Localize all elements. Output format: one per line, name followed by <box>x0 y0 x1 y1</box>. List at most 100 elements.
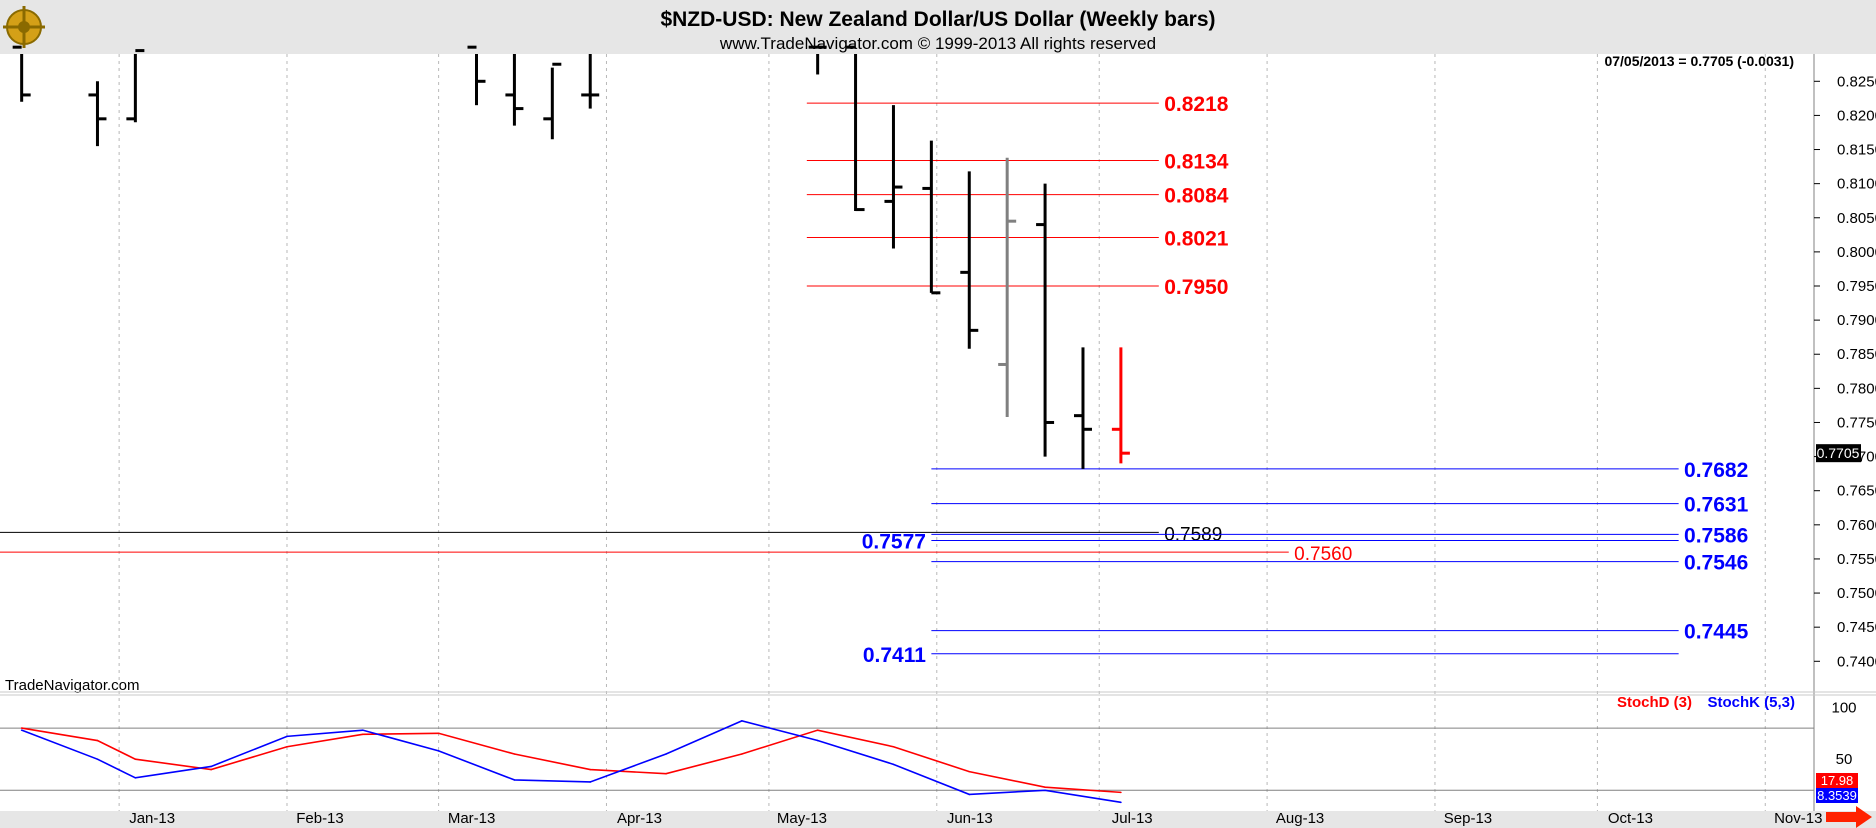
stoch-legend-k: StochK (5,3) <box>1707 694 1795 711</box>
level-label: 0.7682 <box>1684 459 1748 482</box>
stoch-point <box>210 765 212 768</box>
x-tick-label: Sep-13 <box>1444 810 1492 827</box>
level-label: 0.7577 <box>862 531 926 554</box>
x-tick-label: Apr-13 <box>617 810 662 827</box>
stoch-point <box>816 739 819 742</box>
scroll-right-arrow-icon[interactable] <box>1826 806 1872 828</box>
level-label: 0.7445 <box>1684 621 1749 644</box>
ship-wheel-logo-icon <box>3 6 45 48</box>
price-levels: 0.8218 0.8134 0.8084 0.8021 0.7950 0.7682 0.76… <box>0 93 1749 667</box>
stoch-d-value-label: 17.98 <box>1821 773 1854 788</box>
stoch-point <box>589 781 592 783</box>
stoch-y-tick-label: 50 <box>1836 751 1853 768</box>
last-quote-readout: 07/05/2013 = 0.7705 (-0.0031) <box>1604 53 1794 69</box>
chart-title: $NZD-USD: New Zealand Dollar/US Dollar (… <box>660 8 1215 31</box>
stoch-point <box>134 758 137 760</box>
chart-subtitle: www.TradeNavigator.com © 1999-2013 All r… <box>719 34 1156 53</box>
stoch-point <box>513 753 516 755</box>
stoch-point <box>968 770 971 773</box>
stoch-point <box>741 720 743 722</box>
level-label: 0.8021 <box>1164 228 1229 251</box>
last-price-label: 0.7705 <box>1817 445 1860 461</box>
gridlines <box>118 54 1766 811</box>
x-tick-label: Nov-13 <box>1774 810 1822 827</box>
x-tick-label: Aug-13 <box>1276 810 1324 827</box>
x-axis-labels: Jan-13 Feb-13 Mar-13 Apr-13 May-13 Jun-13 Jul-… <box>129 810 1822 827</box>
x-tick-label: Oct-13 <box>1608 810 1653 827</box>
x-tick-label: May-13 <box>777 810 827 827</box>
stoch-series-line <box>21 727 1121 794</box>
stoch-point <box>437 732 440 735</box>
stoch-point <box>589 768 592 771</box>
stoch-point <box>362 733 364 736</box>
stoch-point <box>665 753 667 755</box>
level-label: 0.7411 <box>863 644 926 667</box>
stoch-point <box>513 779 516 781</box>
level-label: 0.8134 <box>1164 150 1229 173</box>
stoch-point <box>892 763 895 766</box>
x-tick-label: Jan-13 <box>129 810 175 827</box>
level-label: 0.8084 <box>1164 185 1229 208</box>
stoch-point <box>96 739 99 742</box>
x-tick-label: Mar-13 <box>448 810 496 827</box>
y-tick-label: 0.7950 <box>1837 278 1876 295</box>
stoch-point <box>816 729 819 731</box>
level-label: 0.7631 <box>1684 494 1749 517</box>
stoch-point <box>968 793 971 796</box>
stoch-k-value-box <box>1816 788 1858 803</box>
level-label: 0.7950 <box>1164 276 1228 299</box>
stoch-k-value-label: 8.3539 <box>1817 788 1857 803</box>
stoch-series-line <box>21 719 1122 804</box>
level-label: 0.7586 <box>1684 524 1748 547</box>
stoch-point <box>134 777 137 779</box>
stoch-point <box>741 753 743 755</box>
stoch-point <box>20 729 23 731</box>
level-label: 0.7560 <box>1294 544 1352 565</box>
stochastic-panel: 50 100 StochD (3) StochK (5,3) 17.988.3539 <box>0 694 1858 804</box>
stoch-point <box>1044 786 1046 788</box>
stoch-point <box>892 745 895 748</box>
header-bar <box>0 0 1876 54</box>
stoch-point <box>286 745 288 748</box>
stoch-point <box>210 768 212 771</box>
stoch-point <box>1120 791 1122 794</box>
level-label: 0.7546 <box>1684 552 1748 575</box>
x-tick-label: Jun-13 <box>947 810 993 827</box>
stoch-point <box>1120 801 1122 804</box>
stoch-point <box>286 735 288 738</box>
watermark: TradeNavigator.com <box>5 677 140 694</box>
last-price-box <box>1816 444 1861 463</box>
price-bars <box>12 45 1130 469</box>
stoch-point <box>1044 789 1046 792</box>
level-label: 0.8218 <box>1164 93 1229 116</box>
stoch-point <box>665 772 667 775</box>
x-tick-label: Jul-13 <box>1112 810 1153 827</box>
stoch-point <box>362 729 364 731</box>
x-axis-bar <box>0 811 1876 828</box>
stoch-point <box>20 727 23 729</box>
stoch-d-value-box <box>1816 773 1858 788</box>
x-tick-label: Feb-13 <box>296 810 344 827</box>
stoch-y-tick-label: 100 <box>1831 699 1856 716</box>
stoch-point <box>96 758 99 760</box>
stoch-point <box>437 750 440 752</box>
stoch-legend-d: StochD (3) <box>1617 694 1692 711</box>
